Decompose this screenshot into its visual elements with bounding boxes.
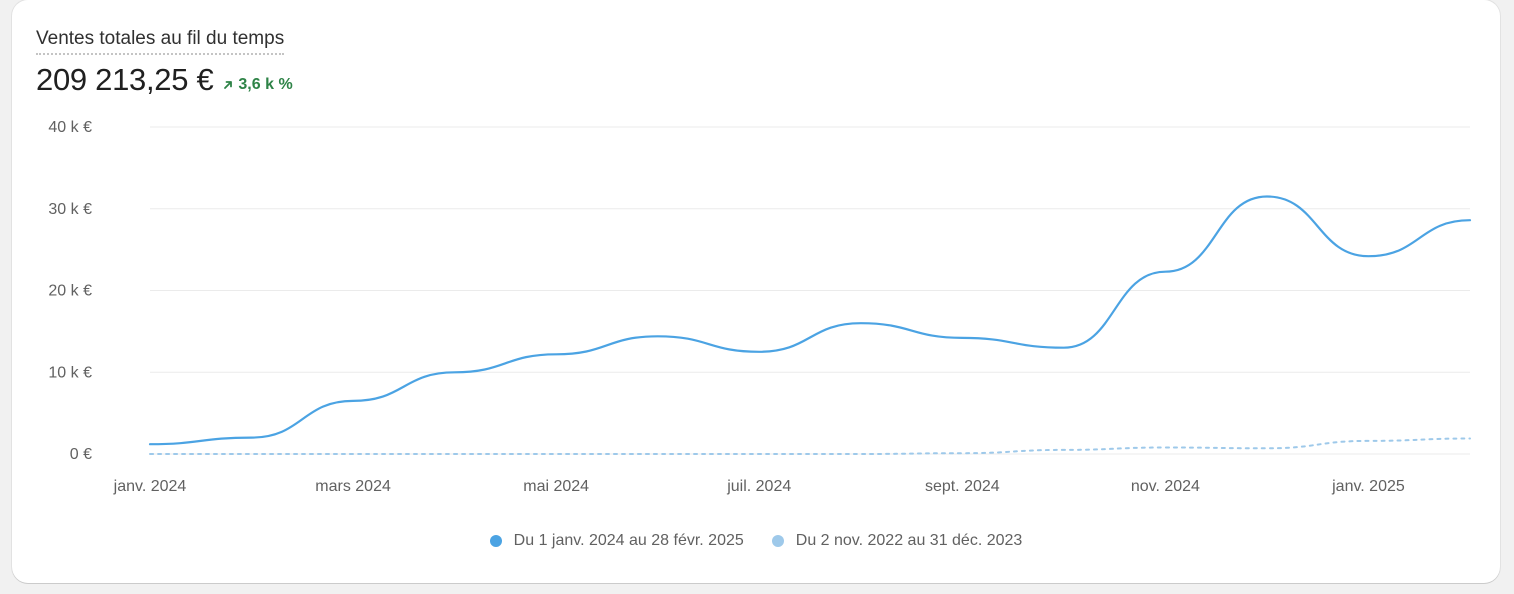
x-tick-label: sept. 2024 <box>925 478 1000 495</box>
x-tick-label: janv. 2025 <box>1331 478 1405 495</box>
y-tick-label: 20 k € <box>48 283 92 300</box>
legend-item-2[interactable]: Du 2 nov. 2022 au 31 déc. 2023 <box>771 532 1023 550</box>
y-tick-label: 40 k € <box>48 119 92 136</box>
legend-item-1[interactable]: Du 1 janv. 2024 au 28 févr. 2025 <box>489 532 744 550</box>
total-sales-value: 209 213,25 € <box>36 62 214 97</box>
card-title[interactable]: Ventes totales au fil du temps <box>36 28 285 55</box>
x-tick-label: mai 2024 <box>523 478 589 495</box>
x-tick-label: juil. 2024 <box>726 478 791 495</box>
x-tick-label: nov. 2024 <box>1131 478 1200 495</box>
sales-line-chart: 0 € 10 k € 20 k € 30 k € 40 k € janv. 2024 mar… <box>48 119 1472 495</box>
chart-legend: Du 1 janv. 2024 au 28 févr. 2025 Du 2 nov… <box>12 532 1500 550</box>
series-line-1 <box>148 195 1472 446</box>
legend-dot-icon <box>489 535 502 547</box>
legend-label: Du 1 janv. 2024 au 28 févr. 2025 <box>513 532 744 549</box>
change-badge: 3,6 k % <box>223 76 293 94</box>
change-value: 3,6 k % <box>238 76 293 93</box>
total-row: 209 213,25 € 3,6 k % <box>36 62 293 98</box>
arrow-up-right-icon <box>224 81 233 89</box>
y-tick-label: 10 k € <box>48 364 92 381</box>
y-tick-label: 0 € <box>70 446 92 463</box>
y-tick-label: 30 k € <box>48 201 92 218</box>
sales-over-time-card: Ventes totales au fil du temps 209 213,2… <box>12 0 1500 583</box>
series-line-2 <box>149 437 1471 455</box>
x-tick-label: mars 2024 <box>315 478 391 495</box>
legend-label: Du 2 nov. 2022 au 31 déc. 2023 <box>795 532 1023 549</box>
x-tick-label: janv. 2024 <box>113 478 187 495</box>
legend-dot-icon <box>771 535 784 547</box>
